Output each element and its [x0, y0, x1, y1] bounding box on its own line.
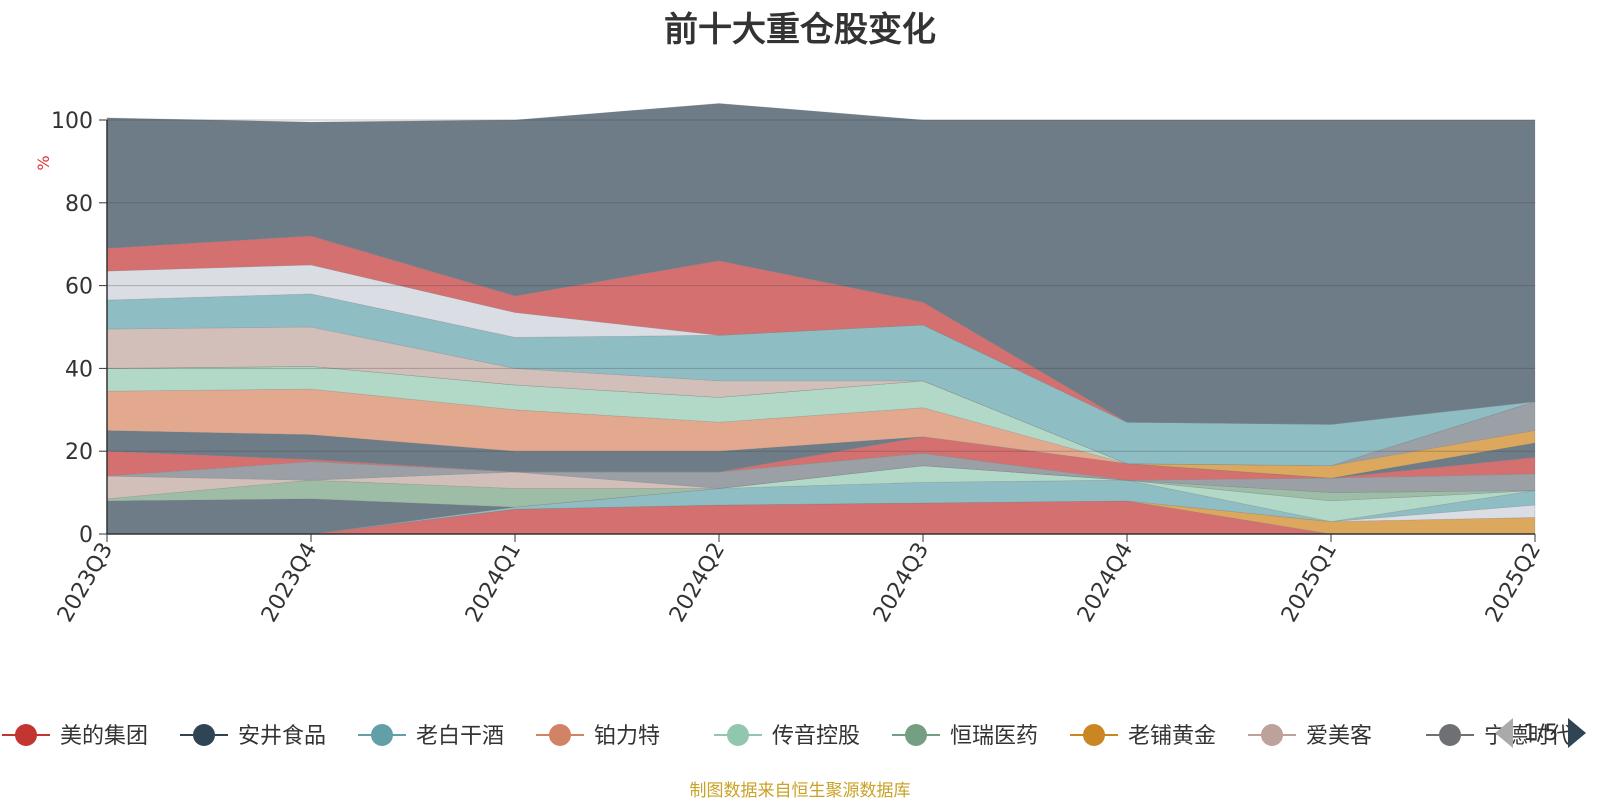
y-tick-label: 60 — [65, 275, 93, 300]
legend-label: 安井食品 — [238, 724, 326, 749]
x-tick-label: 2024Q3 — [869, 539, 934, 627]
y-tick-label: 100 — [51, 109, 93, 134]
legend-item-6[interactable]: 老铺黄金 — [1070, 724, 1216, 749]
legend-marker-icon — [1261, 724, 1283, 746]
legend-item-2[interactable]: 老白干酒 — [358, 724, 504, 749]
x-tick-label: 2023Q3 — [53, 539, 118, 627]
legend-page-indicator: 1/5 — [1523, 720, 1559, 746]
legend-marker-icon — [1083, 724, 1105, 746]
y-axis-label: % — [34, 155, 53, 170]
legend-marker-icon — [1439, 724, 1461, 746]
y-tick-label: 40 — [65, 357, 93, 382]
area-series-19 — [106, 103, 1536, 425]
legend-label: 传音控股 — [772, 724, 860, 749]
legend-next-icon[interactable] — [1568, 718, 1587, 748]
legend-label: 爱美客 — [1306, 724, 1372, 749]
area-series-14 — [106, 366, 1536, 466]
area-series-12 — [106, 366, 1536, 479]
area-series-13 — [106, 366, 1536, 479]
legend-label: 美的集团 — [60, 724, 148, 749]
x-tick-label: 2023Q4 — [257, 539, 322, 627]
y-tick-label: 0 — [79, 523, 93, 548]
legend-marker-icon — [905, 724, 927, 746]
legend-marker-icon — [193, 724, 215, 746]
chart-title: 前十大重仓股变化 — [664, 10, 936, 50]
legend-marker-icon — [727, 724, 749, 746]
legend-label: 老铺黄金 — [1128, 724, 1216, 749]
y-tick-label: 20 — [65, 440, 93, 465]
legend-item-3[interactable]: 铂力特 — [536, 724, 660, 749]
legend-item-5[interactable]: 恒瑞医药 — [892, 724, 1038, 749]
legend-item-7[interactable]: 爱美客 — [1248, 724, 1372, 749]
x-tick-label: 2025Q2 — [1481, 539, 1546, 627]
legend-label: 铂力特 — [594, 724, 660, 749]
x-tick-label: 2025Q1 — [1277, 539, 1342, 627]
legend-marker-icon — [371, 724, 393, 746]
legend-prev-icon[interactable] — [1495, 718, 1513, 748]
area-series-11 — [106, 388, 1536, 479]
legend-item-4[interactable]: 传音控股 — [714, 724, 860, 749]
x-tick-label: 2024Q4 — [1073, 539, 1138, 627]
legend-item-0[interactable]: 美的集团 — [2, 724, 148, 749]
legend-item-1[interactable]: 安井食品 — [180, 724, 326, 749]
legend-pager: 1/5 — [1495, 718, 1587, 748]
legend-label: 老白干酒 — [416, 724, 504, 749]
x-tick-label: 2024Q1 — [461, 539, 526, 627]
legend-label: 恒瑞医药 — [950, 724, 1038, 749]
y-tick-label: 80 — [65, 192, 93, 217]
x-tick-label: 2024Q2 — [665, 539, 730, 627]
source-note: 制图数据来自恒生聚源数据库 — [689, 781, 911, 801]
legend-marker-icon — [15, 724, 37, 746]
legend-marker-icon — [549, 724, 571, 746]
